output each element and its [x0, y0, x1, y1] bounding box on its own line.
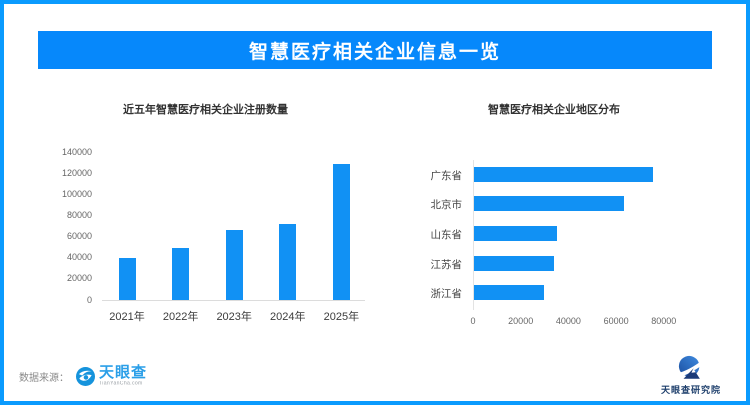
research-logo-text: 天眼查研究院 [660, 385, 721, 395]
y-tick-label: 40000 [66, 252, 92, 263]
y-tick-label: 20000 [66, 273, 92, 284]
data-source-label: 数据来源： [19, 372, 69, 384]
tianyancha-logo-textblock: 天眼查 TianYanCha.com [99, 365, 150, 387]
page-title-banner: 智慧医疗相关企业信息一览 [38, 31, 712, 69]
y-category-label: 江苏省 [430, 258, 463, 271]
y-tick-label: 140000 [61, 146, 92, 157]
bar-2023年 [225, 230, 243, 300]
bar-2022年 [172, 248, 190, 300]
region-chart-title: 智慧医疗相关企业地区分布 [488, 104, 620, 116]
tianyancha-eye-icon [76, 366, 95, 386]
x-category-label: 2024年 [270, 311, 306, 323]
y-tick-label: 0 [86, 294, 92, 305]
x-tick-label: 40000 [555, 316, 581, 326]
x-category-label: 2021年 [109, 311, 145, 323]
tianyancha-logo-text: 天眼查 [99, 364, 148, 381]
data-source: 数据来源： 天眼查 TianYanCha.com [19, 361, 150, 391]
bar-浙江省 [474, 285, 545, 301]
region-distribution-chart: 智慧医疗相关企业地区分布 广东省北京市山东省江苏省浙江省 0 20000 40000 6… [424, 94, 739, 342]
y-tick-label: 60000 [66, 231, 92, 242]
registration-bar-chart: 近五年智慧医疗相关企业注册数量 0 20000 40000 60000 80000 100… [44, 94, 396, 342]
research-logo: 天眼查研究院 [650, 355, 732, 396]
x-tick-label: 0 [470, 316, 476, 326]
bar-北京市 [474, 196, 625, 212]
tianyancha-logo: 天眼查 TianYanCha.com [76, 365, 150, 387]
x-category-label: 2022年 [162, 311, 199, 323]
y-tick-label: 80000 [66, 209, 92, 220]
y-category-label: 北京市 [430, 199, 463, 212]
bar-山东省 [474, 225, 558, 241]
x-tick-label: 60000 [603, 316, 629, 326]
y-category-label: 浙江省 [430, 288, 463, 301]
x-tick-label: 20000 [508, 316, 534, 326]
x-category-label: 2025年 [323, 311, 360, 323]
y-axis-line [473, 160, 474, 310]
y-tick-label: 120000 [61, 167, 92, 178]
bar-广东省 [474, 166, 653, 182]
registration-chart-title: 近五年智慧医疗相关企业注册数量 [123, 104, 288, 116]
bar-江苏省 [474, 255, 554, 271]
y-category-label: 广东省 [430, 169, 463, 182]
y-tick-label: 100000 [61, 188, 92, 199]
tianyancha-logo-subtext: TianYanCha.com [99, 381, 143, 387]
page-title: 智慧医疗相关企业信息一览 [248, 41, 501, 63]
x-category-label: 2023年 [216, 311, 252, 323]
x-tick-label: 80000 [651, 316, 677, 326]
x-axis-line [102, 300, 365, 301]
research-swoosh-icon [676, 355, 708, 379]
bar-2024年 [279, 223, 297, 300]
y-category-label: 山东省 [430, 228, 463, 241]
bar-2025年 [332, 164, 350, 300]
bar-2021年 [118, 257, 136, 300]
